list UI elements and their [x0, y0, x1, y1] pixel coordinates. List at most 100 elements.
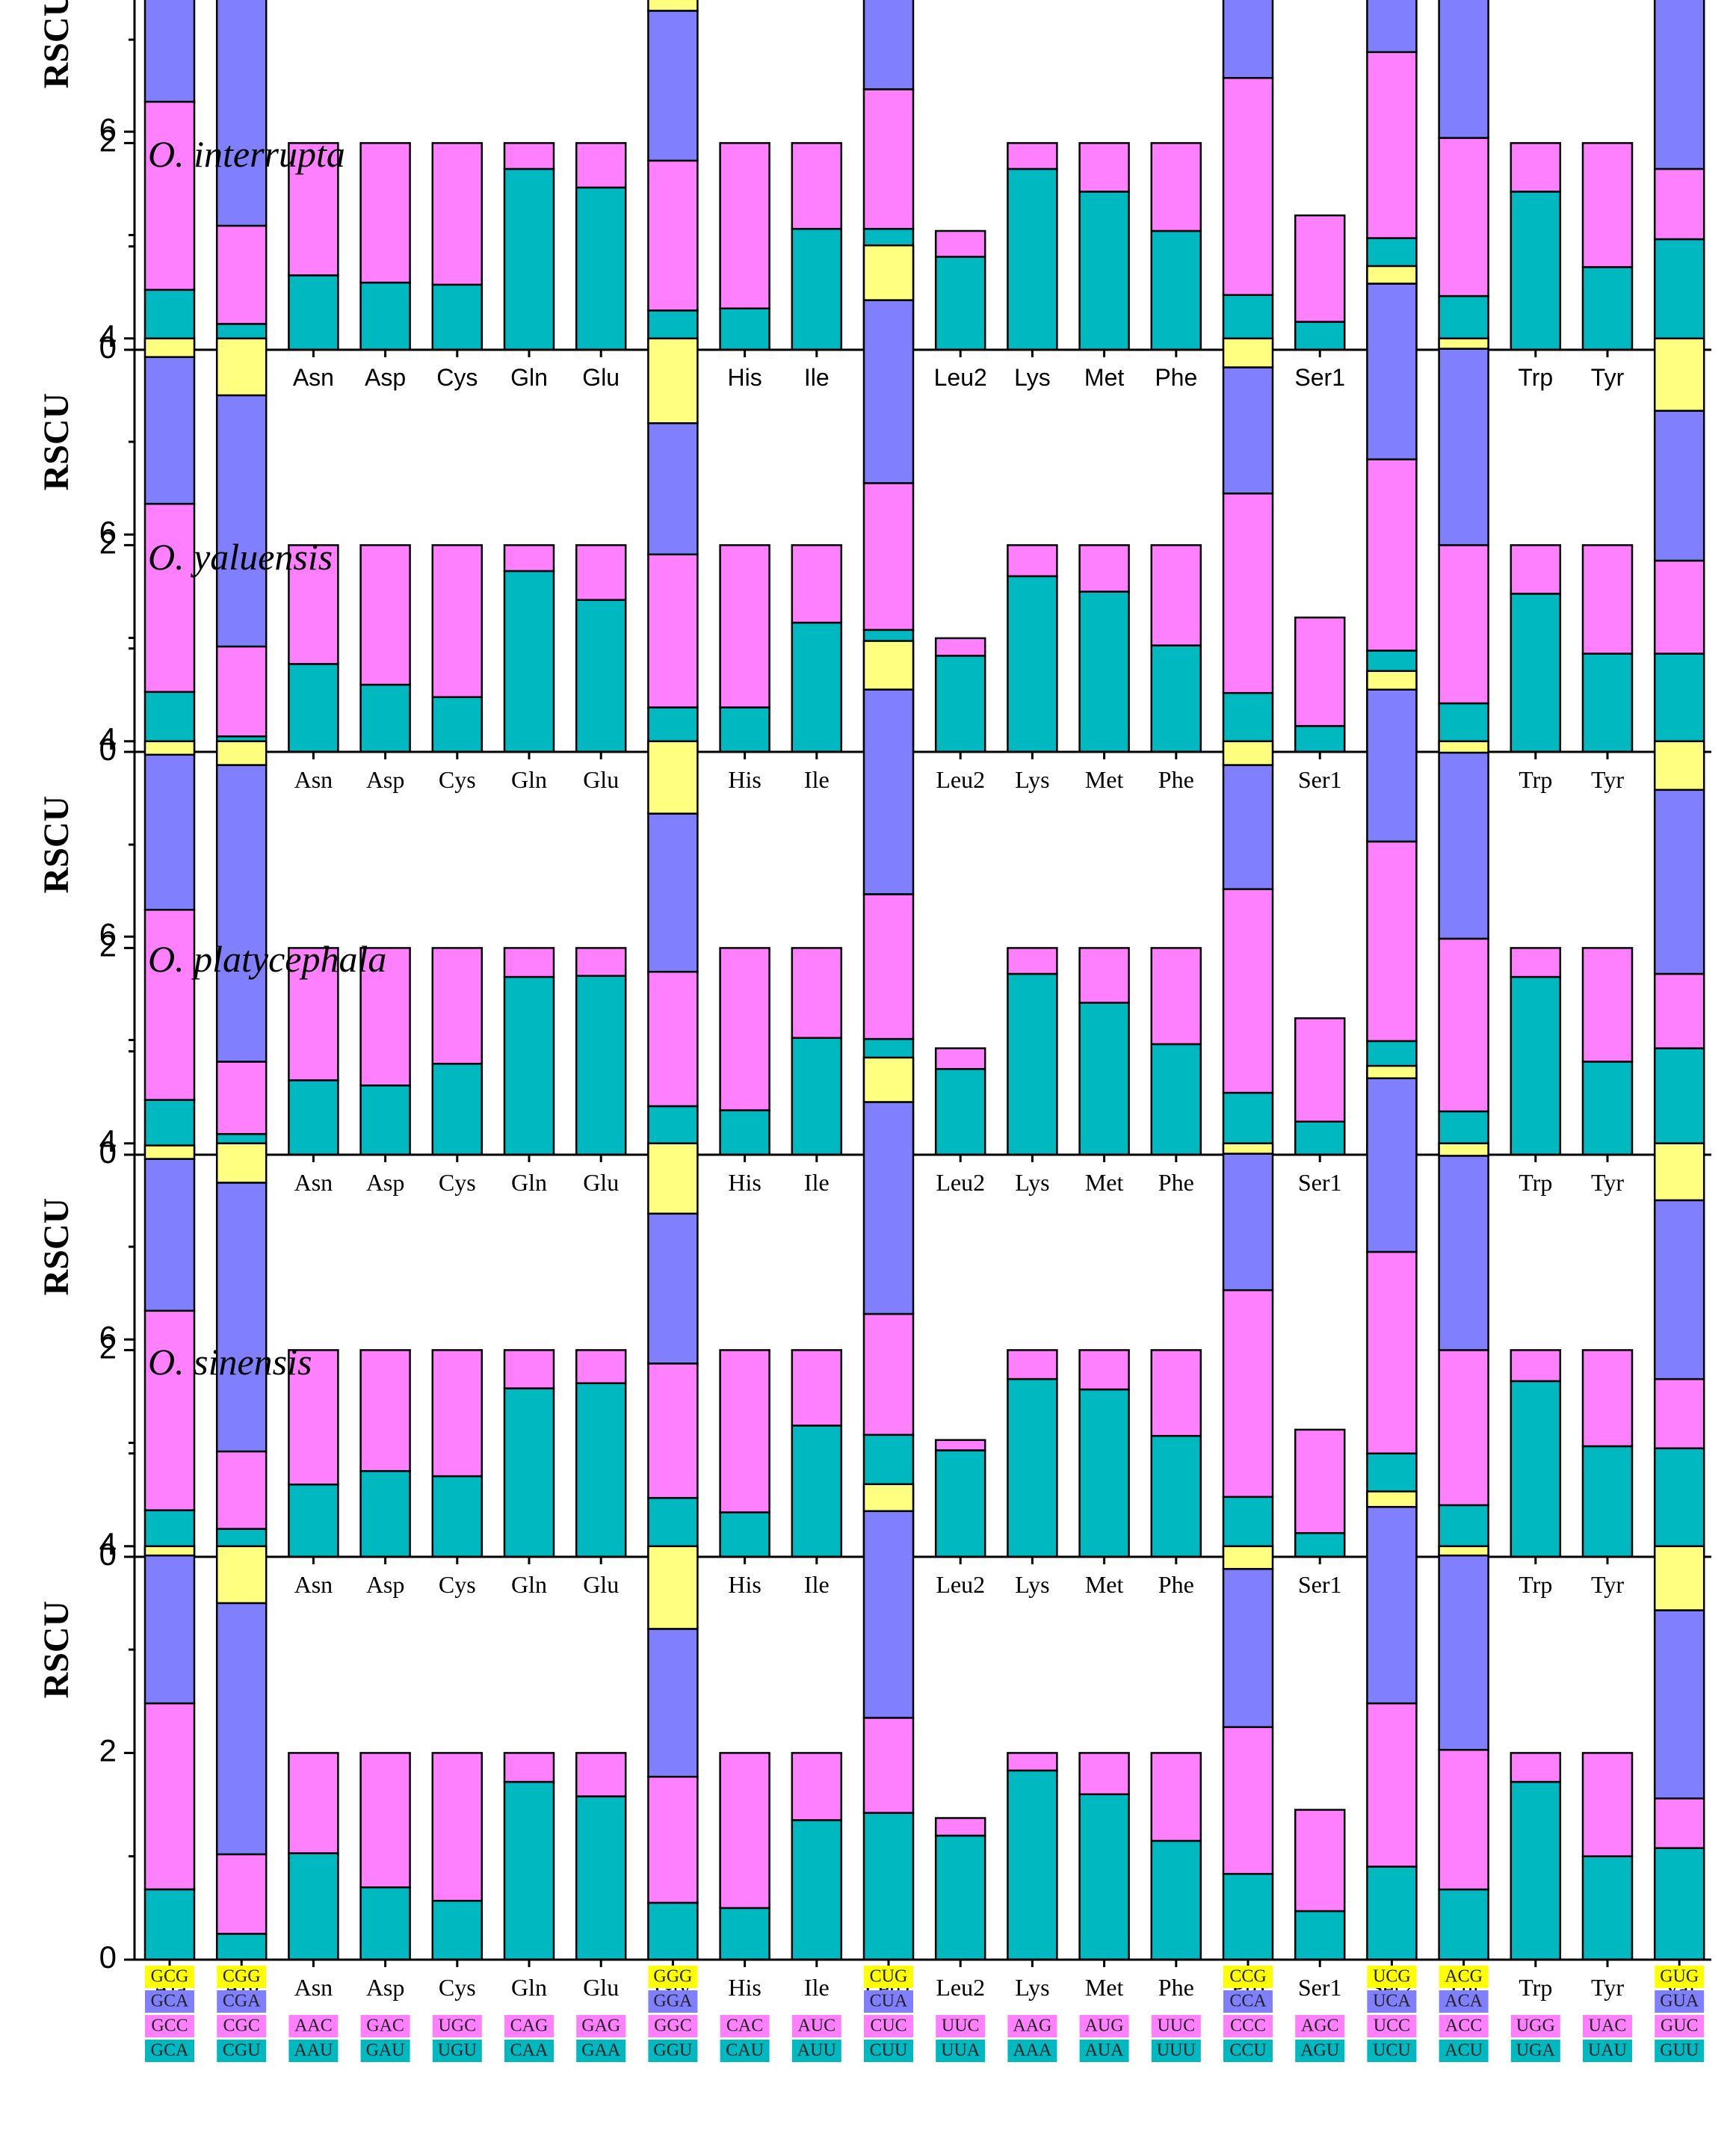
bar-segment [288, 947, 339, 1081]
bar-segment [359, 683, 411, 753]
bar-segment [431, 142, 484, 286]
bar-segment [1222, 366, 1274, 495]
codon-box [648, 1990, 698, 2013]
codon-label: AUC [797, 2016, 835, 2036]
bar-lys [1007, 947, 1058, 1156]
x-tick-label: Ser1 [1294, 364, 1345, 391]
bar-segment [288, 142, 339, 277]
bar-segment [288, 663, 339, 753]
bar-segment [647, 10, 699, 162]
bar-segment [791, 544, 843, 624]
codon-label: AAA [1013, 2041, 1052, 2061]
bar-segment [862, 482, 915, 632]
codon-box [864, 2040, 913, 2062]
bar-segment [1294, 1428, 1346, 1534]
codon-box [145, 2015, 194, 2037]
bar-segment [503, 1752, 555, 1783]
bar-segment [1294, 1120, 1346, 1156]
bar-segment [647, 0, 699, 12]
bar-segment [934, 1834, 986, 1961]
bar-cys [431, 544, 484, 753]
bar-segment [503, 1349, 555, 1389]
codon-label: UAU [1588, 2041, 1627, 2061]
bar-leu2 [934, 637, 986, 753]
x-tick-label: Phe [1158, 1571, 1194, 1598]
bar-segment [1222, 1872, 1274, 1961]
bar-segment [143, 1702, 196, 1891]
codon-box [1223, 1990, 1273, 2013]
codon-box [1510, 2015, 1560, 2037]
x-tick-label: Asp [366, 1571, 405, 1598]
bar-gln [503, 544, 555, 753]
bar-segment [647, 159, 699, 312]
bar-asn [288, 1349, 339, 1558]
bar-segment [1581, 1855, 1634, 1961]
bar-segment [1653, 652, 1705, 753]
bar-segment [862, 88, 915, 230]
x-tick-label: Ser1 [1298, 1571, 1342, 1598]
bar-segment [431, 1752, 484, 1902]
y-axis-title: RSCU [37, 0, 76, 88]
species-label: O. interrupta [148, 133, 345, 175]
bar-segment [1150, 1349, 1202, 1437]
x-tick-label: Asp [365, 364, 406, 391]
y-tick-label: 4 [99, 1526, 117, 1561]
bar-segment [934, 256, 986, 351]
y-tick-label: 2 [99, 123, 117, 158]
bar-cys [431, 1752, 484, 1961]
bar-segment [1007, 947, 1058, 975]
bar-met [1078, 947, 1130, 1156]
codon-label: AUA [1085, 2041, 1125, 2061]
bar-segment [1294, 214, 1346, 323]
codon-label: UAC [1589, 2016, 1627, 2036]
bar-segment [862, 1312, 915, 1436]
bar-segment [1294, 1017, 1346, 1123]
y-tick-label: 6 [99, 514, 117, 549]
codon-label: CUG [870, 1967, 908, 1987]
bar-ile [791, 142, 843, 351]
codon-label: CGA [223, 1992, 261, 2011]
bar-trp [1510, 1752, 1562, 1961]
codon-box [720, 2040, 770, 2062]
bar-segment [1150, 644, 1202, 753]
bar-segment [143, 740, 196, 756]
bar-segment [1510, 947, 1562, 978]
bar-segment [431, 696, 484, 753]
bar-segment [143, 1309, 196, 1511]
x-tick-label: Leu2 [936, 766, 985, 793]
bar-segment [1007, 142, 1058, 170]
codon-label: GAA [581, 2041, 621, 2061]
panel-2: RSCUAlaArgAsnAspCysGlnGluGlyHisIleLeu1Le… [37, 111, 1711, 793]
bar-segment [934, 655, 986, 753]
bar-segment [1222, 1567, 1274, 1729]
codon-box [1007, 2040, 1057, 2062]
x-tick-label: Tyr [1591, 1169, 1624, 1196]
bar-segment [1222, 1545, 1274, 1570]
bar-segment [431, 1899, 484, 1961]
codon-box [1223, 2015, 1273, 2037]
bar-ser2 [1366, 265, 1418, 753]
bar-segment [934, 229, 986, 258]
bar-glu [575, 947, 627, 1156]
bar-segment [143, 1158, 196, 1312]
codon-box [864, 1966, 913, 1988]
bar-segment [1438, 544, 1489, 705]
bar-segment [719, 142, 770, 309]
bar-his [719, 142, 770, 351]
codon-box [648, 2040, 698, 2062]
x-tick-label: Leu2 [936, 1169, 985, 1196]
x-tick-label: Glu [583, 1974, 619, 2001]
bar-segment [647, 1212, 699, 1365]
bar-segment [1366, 1865, 1418, 1961]
codon-box [936, 2040, 986, 2062]
x-tick-label: Asn [294, 1974, 333, 2001]
bar-ile [791, 1349, 843, 1558]
bar-pro [1222, 1142, 1274, 1558]
bar-segment [1653, 0, 1705, 170]
codon-label: GAG [581, 2016, 620, 2036]
bar-segment [1366, 670, 1418, 691]
bar-ile [791, 1752, 843, 1961]
bar-segment [791, 1349, 843, 1427]
codon-box [1439, 1966, 1489, 1988]
bar-segment [1222, 764, 1274, 890]
